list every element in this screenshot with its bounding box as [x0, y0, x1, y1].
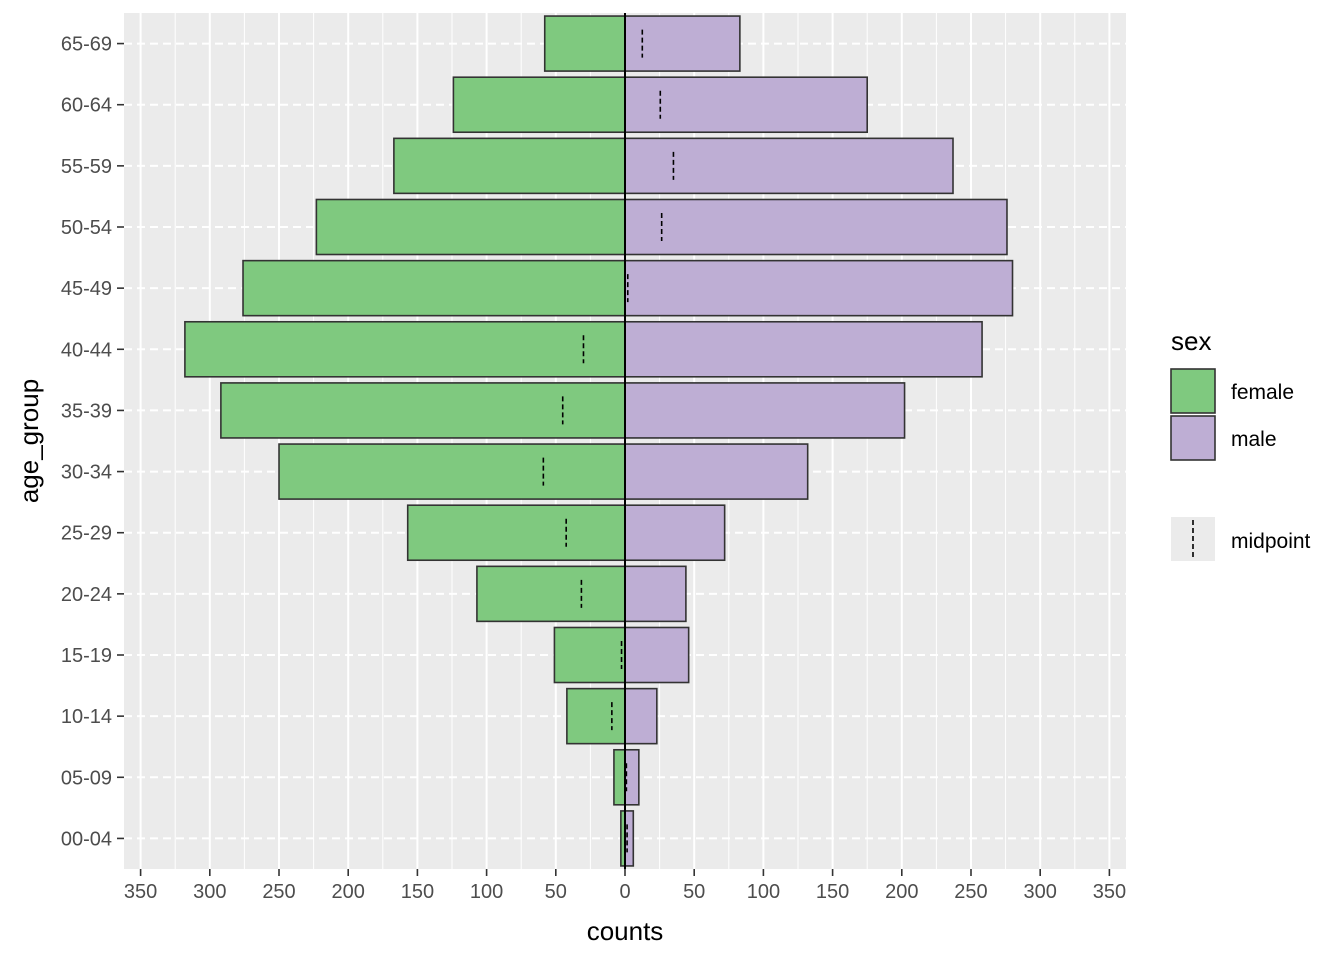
bar-male-65-69	[624, 15, 741, 72]
bar-male-45-49	[624, 259, 1014, 317]
y-axis-title: age_group	[14, 379, 44, 503]
x-tick-label: 150	[401, 881, 434, 903]
x-tick-label: 50	[683, 881, 705, 903]
x-tick-label: 250	[262, 881, 295, 903]
bar-female-15-19	[553, 626, 626, 684]
bar-male-10-14	[624, 687, 658, 745]
bar-female-35-39	[220, 382, 626, 439]
y-tick-label: 25-29	[61, 523, 112, 545]
x-tick-label: 200	[885, 881, 918, 903]
bar-male-40-44	[624, 320, 983, 378]
y-tick-label: 65-69	[61, 34, 112, 56]
y-tick-label: 10-14	[61, 706, 112, 728]
bar-female-30-34	[278, 443, 626, 500]
bar-female-60-64	[452, 76, 626, 134]
y-tick-label: 40-44	[61, 339, 112, 361]
midpoint-layer	[542, 29, 675, 853]
bar-male-15-19	[624, 626, 690, 684]
y-tick-label: 20-24	[61, 584, 112, 606]
bar-female-55-59	[393, 137, 626, 195]
bar-female-25-29	[406, 504, 626, 562]
x-tick-label: 100	[747, 881, 780, 903]
y-tick-label: 55-59	[61, 156, 112, 178]
y-tick-label: 45-49	[61, 278, 112, 300]
legend-title: sex	[1171, 326, 1211, 356]
bar-female-05-09	[613, 748, 626, 806]
x-tick-label: 350	[124, 881, 157, 903]
x-tick-label: 0	[619, 881, 630, 903]
x-tick-label: 250	[954, 881, 987, 903]
x-axis: 350 300 250 200 150 100 50 0 50 100 150 200 250 300 35…	[124, 869, 1126, 903]
bar-female-45-49	[242, 259, 626, 317]
y-tick-label: 15-19	[61, 645, 112, 667]
y-tick-label: 60-64	[61, 95, 112, 117]
x-tick-label: 300	[193, 881, 226, 903]
bars-layer	[184, 15, 1014, 867]
legend: sex female male midpoint	[1170, 326, 1311, 561]
bar-male-00-04	[624, 810, 635, 867]
legend-label-female: female	[1231, 381, 1294, 404]
y-tick-label: 05-09	[61, 767, 112, 789]
y-tick-label: 35-39	[61, 400, 112, 422]
bar-female-65-69	[543, 15, 626, 72]
bar-male-30-34	[624, 443, 809, 500]
y-tick-label: 00-04	[61, 828, 112, 850]
legend-key-female	[1170, 368, 1216, 414]
bar-male-50-54	[624, 198, 1008, 256]
bar-female-50-54	[315, 198, 626, 256]
x-tick-label: 350	[1093, 881, 1126, 903]
legend-key-male	[1170, 415, 1216, 461]
y-tick-label: 30-34	[61, 462, 112, 484]
x-axis-title: counts	[587, 916, 664, 946]
legend-label-male: male	[1231, 428, 1277, 451]
bar-male-05-09	[624, 748, 640, 806]
bar-male-55-59	[624, 137, 954, 195]
x-tick-label: 50	[545, 881, 567, 903]
bar-male-25-29	[624, 504, 726, 562]
bar-female-40-44	[184, 320, 626, 378]
bar-female-20-24	[476, 565, 626, 623]
bar-female-10-14	[566, 687, 626, 745]
bar-male-60-64	[624, 76, 868, 134]
x-tick-label: 150	[816, 881, 849, 903]
x-tick-label: 100	[470, 881, 503, 903]
bar-male-35-39	[624, 382, 906, 439]
bar-male-20-24	[624, 565, 687, 623]
x-tick-label: 300	[1024, 881, 1057, 903]
x-tick-label: 200	[332, 881, 365, 903]
legend-label-midpoint: midpoint	[1231, 530, 1311, 553]
y-tick-label: 50-54	[61, 217, 112, 239]
y-axis: 00-04 05-09 10-14 15-19 20-24 25-29 30-34 35-39…	[61, 34, 124, 850]
